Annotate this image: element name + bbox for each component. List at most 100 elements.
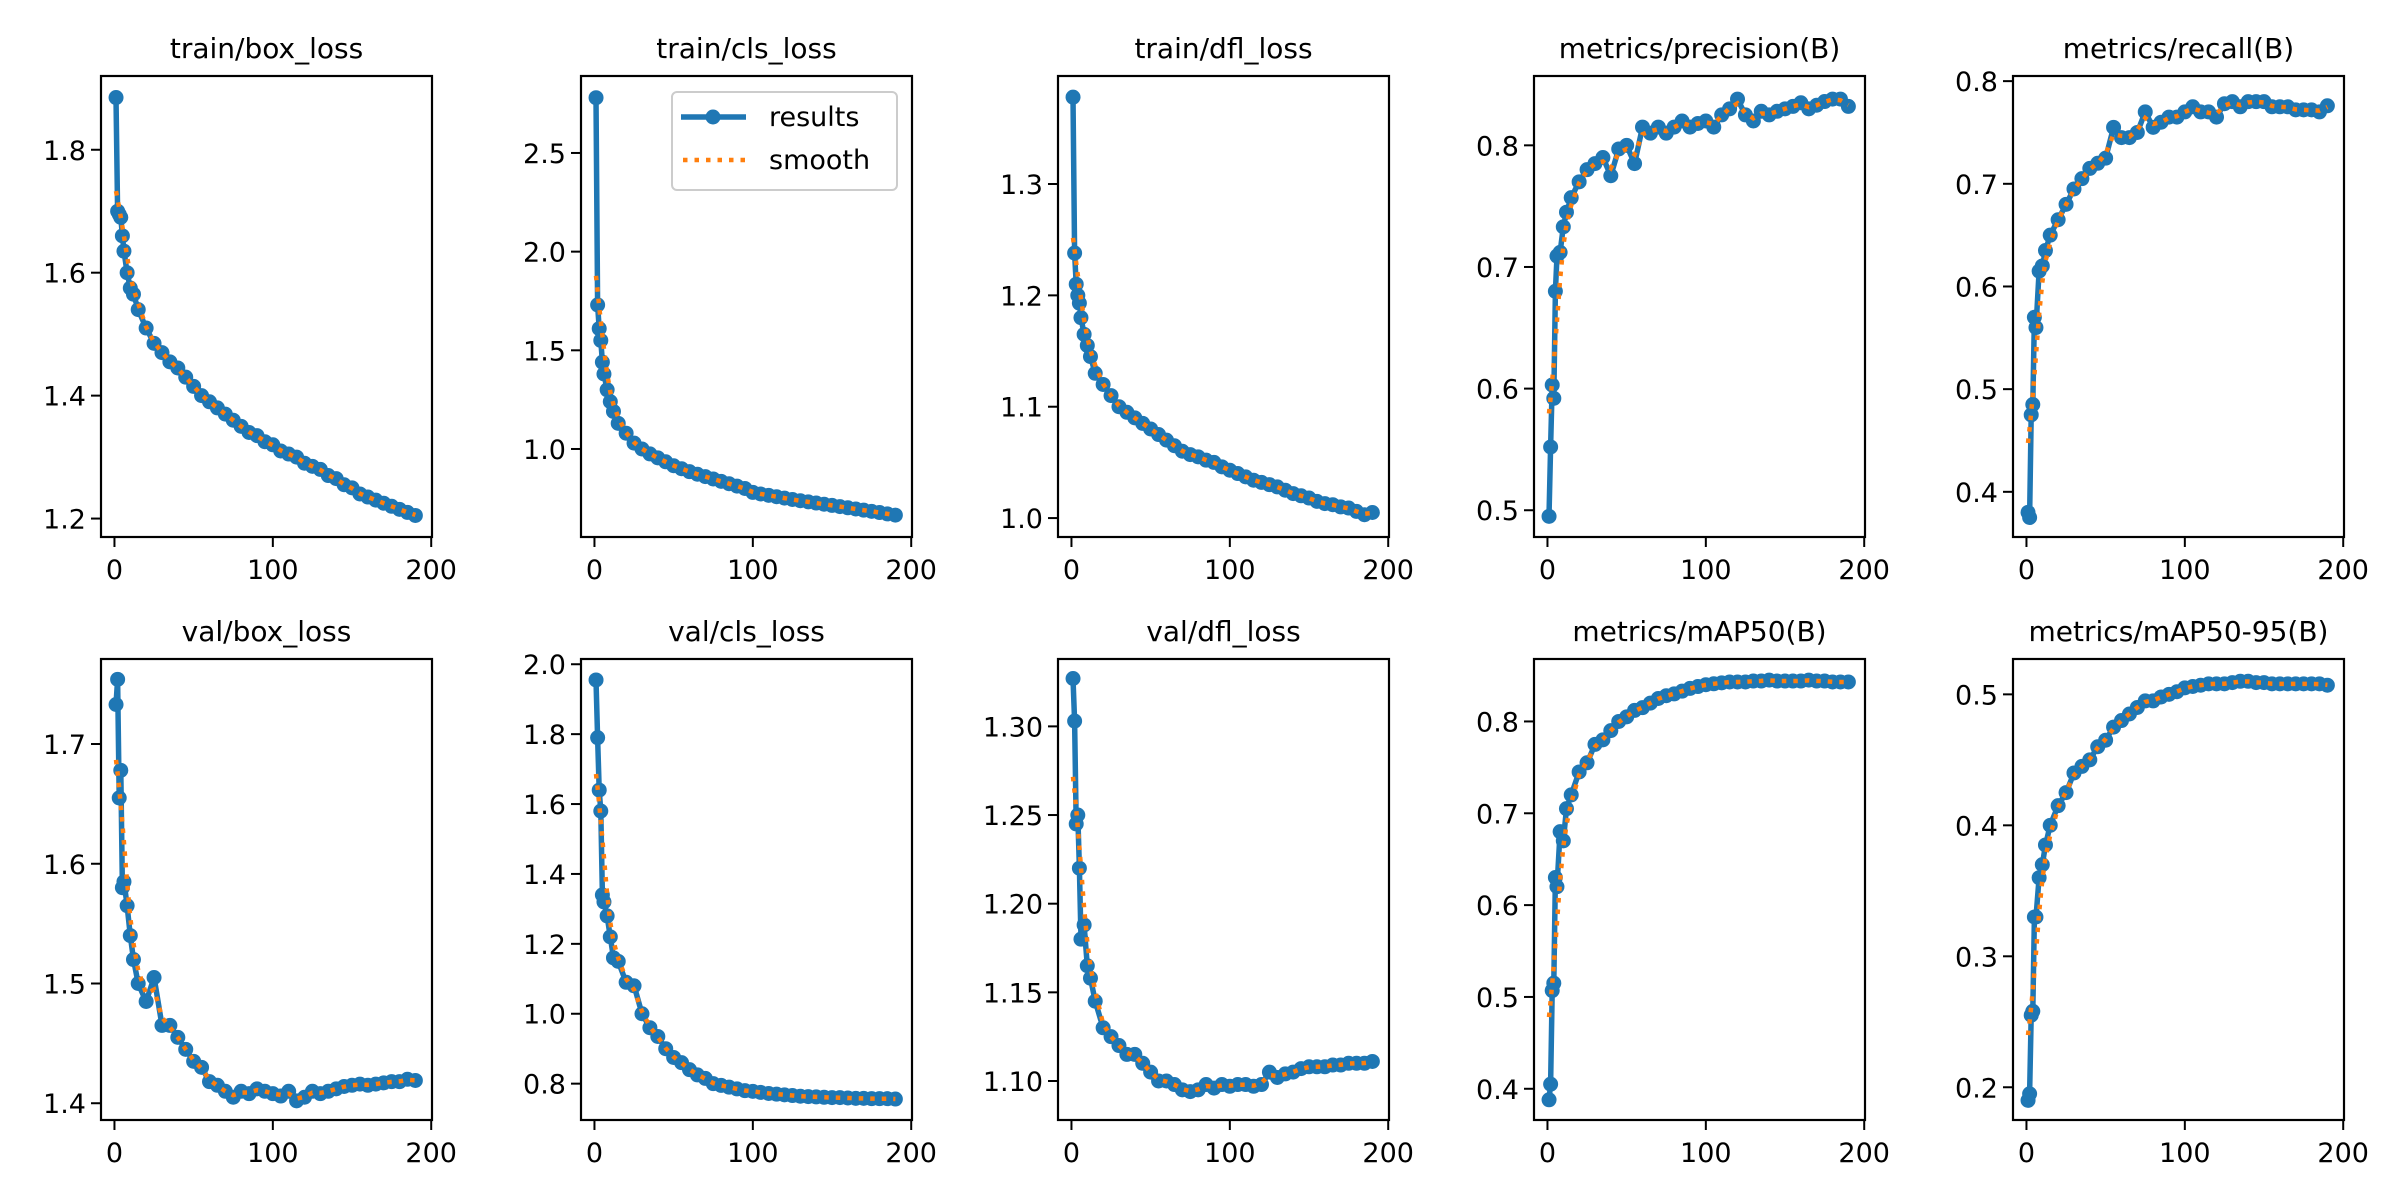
results-point bbox=[596, 894, 612, 910]
results-point bbox=[2028, 909, 2044, 925]
y-tick-label: 1.0 bbox=[1000, 504, 1043, 535]
smooth-line bbox=[593, 773, 896, 1102]
y-tick-label: 1.4 bbox=[523, 860, 566, 891]
y-tick-label: 1.15 bbox=[983, 978, 1043, 1009]
y-tick-label: 1.6 bbox=[523, 790, 566, 821]
results-point bbox=[1071, 860, 1087, 876]
y-tick-label: 1.2 bbox=[43, 505, 86, 536]
y-tick-label: 2.0 bbox=[523, 238, 566, 269]
results-line bbox=[113, 97, 417, 519]
y-tick-label: 0.8 bbox=[1955, 67, 1998, 98]
y-tick-label: 0.8 bbox=[1476, 131, 1519, 162]
results-point bbox=[2034, 857, 2050, 873]
y-tick-label: 2.5 bbox=[523, 139, 566, 170]
results-point bbox=[1603, 168, 1619, 184]
results-point bbox=[1543, 1076, 1559, 1092]
results-point bbox=[1840, 674, 1856, 690]
results-point bbox=[1555, 219, 1571, 235]
y-tick-label: 0.5 bbox=[1476, 983, 1519, 1014]
smooth-line bbox=[2025, 99, 2329, 444]
x-tick-label: 100 bbox=[247, 1138, 299, 1169]
results-point bbox=[114, 228, 130, 244]
results-point bbox=[1065, 671, 1081, 687]
results-point bbox=[887, 507, 903, 523]
y-tick-label: 1.6 bbox=[43, 259, 86, 290]
axes-frame bbox=[2011, 74, 2346, 539]
y-tick-label: 1.0 bbox=[523, 435, 566, 466]
results-point bbox=[1065, 89, 1081, 105]
y-tick-label: 0.7 bbox=[1476, 253, 1519, 284]
x-tick-label: 200 bbox=[2317, 555, 2369, 586]
y-tick-label: 1.8 bbox=[523, 720, 566, 751]
results-point bbox=[116, 243, 132, 259]
results-point bbox=[1541, 508, 1557, 524]
subplot-metrics-recall-b-: metrics/recall(B) 0 100 200 0.4 0.5 0.6 0.7 0.8 bbox=[1955, 32, 2369, 586]
smooth-line bbox=[1070, 776, 1373, 1094]
x-tick-label: 0 bbox=[106, 1138, 123, 1169]
results-point bbox=[1552, 244, 1568, 260]
subplot-title: metrics/recall(B) bbox=[2063, 32, 2294, 65]
results-point bbox=[1541, 1092, 1557, 1108]
x-tick-label: 100 bbox=[1204, 555, 1256, 586]
results-point bbox=[2042, 227, 2058, 243]
y-tick-label: 0.6 bbox=[1476, 891, 1519, 922]
results-point bbox=[590, 730, 606, 746]
results-point bbox=[1364, 505, 1380, 521]
x-tick-label: 200 bbox=[1838, 1138, 1890, 1169]
y-tick-label: 0.3 bbox=[1955, 942, 1998, 973]
axes-frame bbox=[99, 657, 434, 1122]
axes-frame bbox=[1532, 74, 1867, 539]
y-tick-label: 1.7 bbox=[43, 730, 86, 761]
y-tick-label: 0.5 bbox=[1955, 375, 1998, 406]
results-point bbox=[113, 762, 129, 778]
axes-frame bbox=[579, 657, 914, 1122]
results-point bbox=[1544, 377, 1560, 393]
results-point bbox=[110, 671, 126, 687]
legend: results smooth bbox=[671, 91, 898, 191]
results-point bbox=[2042, 817, 2058, 833]
smooth-line bbox=[113, 759, 416, 1101]
results-point bbox=[1563, 190, 1579, 206]
x-tick-label: 0 bbox=[1063, 555, 1080, 586]
y-tick-label: 1.2 bbox=[523, 930, 566, 961]
subplot-train-box-loss: train/box_loss 0 100 200 1.2 1.4 1.6 1.8 bbox=[43, 32, 457, 586]
results-point bbox=[602, 929, 618, 945]
y-tick-label: 2.0 bbox=[523, 650, 566, 681]
results-point bbox=[119, 265, 135, 281]
y-tick-label: 1.5 bbox=[523, 336, 566, 367]
x-tick-label: 200 bbox=[1362, 555, 1414, 586]
results-point bbox=[588, 672, 604, 688]
y-tick-label: 1.30 bbox=[983, 712, 1043, 743]
x-tick-label: 200 bbox=[885, 1138, 937, 1169]
results-point bbox=[2137, 104, 2153, 120]
subplot-title: train/cls_loss bbox=[656, 32, 836, 65]
y-tick-label: 0.6 bbox=[1476, 375, 1519, 406]
axes-frame bbox=[1532, 657, 1867, 1122]
y-tick-label: 0.8 bbox=[1476, 707, 1519, 738]
results-point bbox=[1627, 156, 1643, 172]
results-point bbox=[1082, 349, 1098, 365]
results-point bbox=[591, 782, 607, 798]
subplot-title: val/box_loss bbox=[182, 615, 352, 648]
results-point bbox=[138, 993, 154, 1009]
results-point bbox=[2022, 1086, 2038, 1102]
results-point bbox=[194, 1059, 210, 1075]
x-tick-label: 100 bbox=[1680, 555, 1732, 586]
x-tick-label: 0 bbox=[2018, 1138, 2035, 1169]
results-point bbox=[407, 1072, 423, 1088]
smooth-line bbox=[2025, 679, 2328, 1036]
axes-frame bbox=[99, 74, 434, 539]
x-tick-label: 100 bbox=[2159, 1138, 2211, 1169]
x-tick-label: 100 bbox=[1680, 1138, 1732, 1169]
results-point bbox=[1364, 1053, 1380, 1069]
x-tick-label: 200 bbox=[405, 555, 457, 586]
x-tick-label: 0 bbox=[586, 1138, 603, 1169]
y-tick-label: 1.6 bbox=[43, 850, 86, 881]
results-line bbox=[1070, 97, 1374, 518]
results-point bbox=[2022, 509, 2038, 525]
results-point bbox=[2058, 785, 2074, 801]
y-tick-label: 1.1 bbox=[1000, 393, 1043, 424]
results-point bbox=[2129, 124, 2145, 140]
axes-frame bbox=[1056, 74, 1391, 539]
subplot-val-dfl-loss: val/dfl_loss 0 100 200 1.10 1.15 1.20 1.25 1.30 bbox=[983, 615, 1414, 1169]
